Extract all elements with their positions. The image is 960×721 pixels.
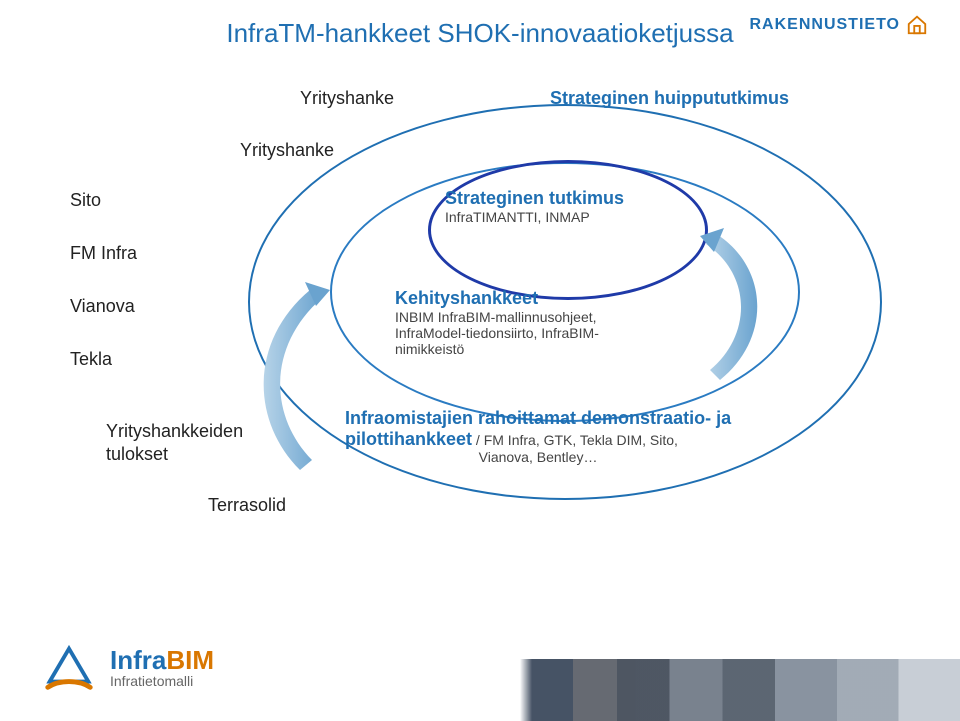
block-kehityshankkeet: Kehityshankkeet INBIM InfraBIM-mallinnus… [395,288,599,357]
label-yrityshanke-2: Yrityshanke [240,140,334,161]
footer-logo: InfraBIM Infratietomalli [40,639,214,697]
footer-name-bim: BIM [166,645,214,675]
footer-sub: Infratietomalli [110,674,214,689]
label-vianova: Vianova [70,296,137,317]
brand-house-icon [906,14,928,36]
brand-logo: RAKENNUSTIETO [750,14,929,36]
left-company-list: Sito FM Infra Vianova Tekla [70,190,137,370]
label-fminfra: FM Infra [70,243,137,264]
label-sito: Sito [70,190,137,211]
block-strateginen-tutkimus: Strateginen tutkimus InfraTIMANTTI, INMA… [445,188,624,225]
footer-name-infra: Infra [110,645,166,675]
infrabim-icon [40,639,98,697]
label-terrasolid: Terrasolid [208,495,286,516]
label-tekla: Tekla [70,349,137,370]
footer-image-strip [520,659,960,721]
brand-text: RAKENNUSTIETO [750,16,901,34]
label-yrityshanke-top: Yrityshanke [300,88,394,109]
block-infraomistajien: Infraomistajien rahoittamat demonstraati… [345,408,731,465]
label-yh-tulokset: Yrityshankkeiden tulokset [106,420,243,465]
ellipse-inner [428,160,708,300]
